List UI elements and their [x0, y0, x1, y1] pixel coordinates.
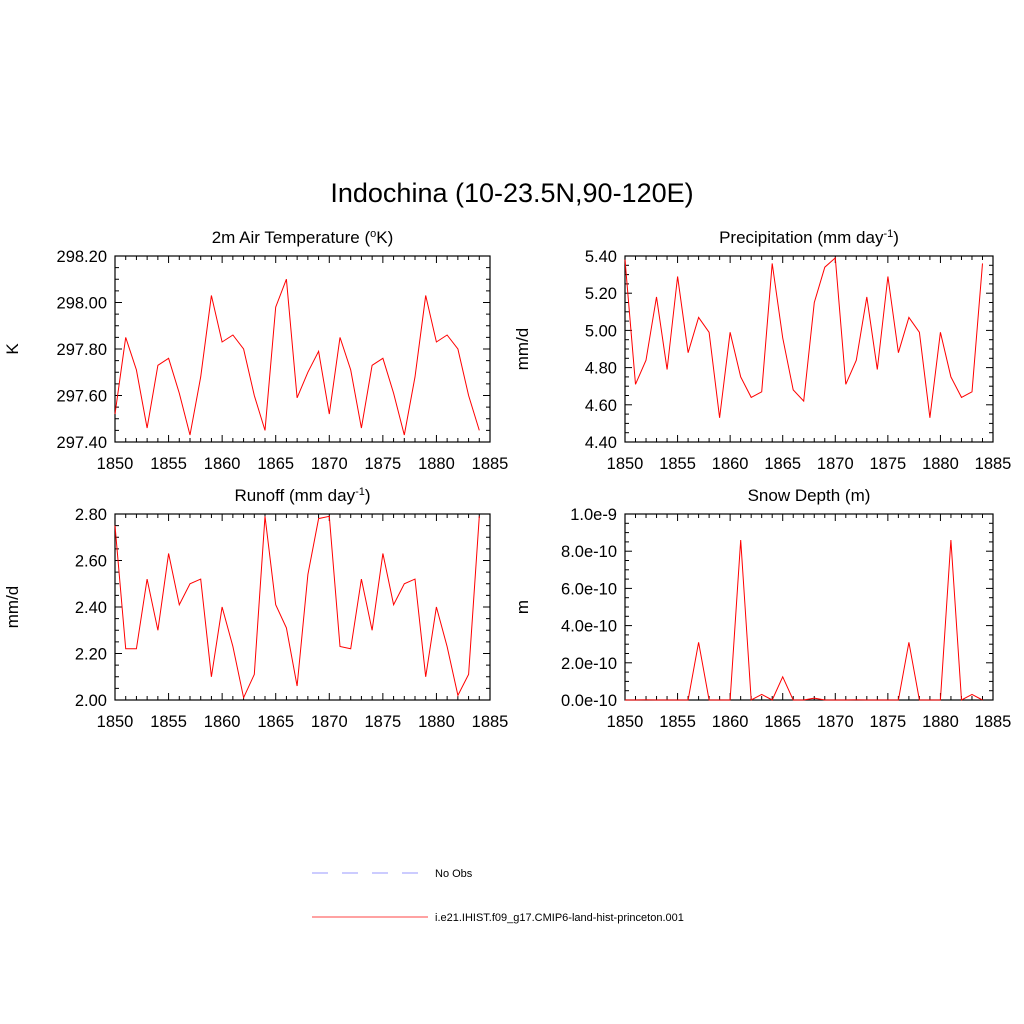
y-tick-label: 8.0e-10 [561, 543, 617, 561]
y-tick-label: 297.40 [57, 434, 107, 452]
x-tick-label: 1885 [472, 455, 509, 473]
panel-title: Snow Depth (m) [748, 486, 871, 505]
x-tick-label: 1865 [764, 713, 801, 731]
x-tick-label: 1850 [97, 713, 134, 731]
panel-title-text: 2m Air Temperature ( [212, 228, 371, 247]
y-tick-label: 1.0e-9 [570, 506, 617, 524]
plot-frame [114, 513, 491, 701]
y-tick-label: 2.00 [75, 692, 107, 710]
y-tick-label: 2.20 [75, 646, 107, 664]
panel-title: Precipitation (mm day-1) [719, 228, 899, 247]
x-tick-label: 1855 [150, 713, 187, 731]
figure-title: Indochina (10-23.5N,90-120E) [330, 178, 693, 208]
series-line [114, 279, 480, 436]
x-tick-label: 1875 [364, 713, 401, 731]
y-tick-label: 5.40 [585, 248, 617, 266]
x-tick-label: 1885 [975, 455, 1012, 473]
y-tick-label: 297.60 [57, 388, 107, 406]
x-tick-label: 1850 [97, 455, 134, 473]
y-tick-label: 4.80 [585, 360, 617, 378]
panel-air-temperature: 2m Air Temperature (oK) K 1850 1855 1860 18… [3, 228, 508, 473]
panel-title-text: Snow Depth (m) [748, 486, 871, 505]
panel-title-superscript: o [370, 228, 376, 240]
x-tick-label: 1850 [607, 713, 644, 731]
y-tick-label: 6.0e-10 [561, 580, 617, 598]
y-tick-label: 2.60 [75, 553, 107, 571]
x-tick-label: 1850 [607, 455, 644, 473]
series-line [625, 539, 983, 701]
y-tick-label: 5.20 [585, 285, 617, 303]
y-tick-label: 2.80 [75, 506, 107, 524]
y-tick-label: 298.00 [57, 295, 107, 313]
y-axis-title: m [513, 600, 532, 614]
x-tick-label: 1875 [869, 713, 906, 731]
x-tick-label: 1865 [257, 713, 294, 731]
y-tick-label: 2.0e-10 [561, 655, 617, 673]
panel-title: 2m Air Temperature (oK) [212, 228, 394, 247]
y-tick-label: 298.20 [57, 248, 107, 266]
panel-title-text-end: ) [893, 228, 899, 247]
legend: No Obs i.e21.IHIST.f09_g17.CMIP6-land-hi… [312, 868, 684, 924]
y-tick-label: 4.60 [585, 397, 617, 415]
x-tick-label: 1870 [311, 455, 348, 473]
y-tick-label: 0.0e-10 [561, 692, 617, 710]
series-line [624, 256, 983, 418]
x-tick-label: 1885 [472, 713, 509, 731]
y-tick-label: 4.0e-10 [561, 618, 617, 636]
x-tick-label: 1870 [817, 713, 854, 731]
x-tick-label: 1860 [204, 713, 241, 731]
x-tick-label: 1860 [712, 455, 749, 473]
panel-title-text: Runoff (mm day [234, 486, 355, 505]
x-tick-label: 1860 [712, 713, 749, 731]
panel-precipitation: Precipitation (mm day-1) mm/d 1850 1855 18… [513, 228, 1011, 473]
x-tick-label: 1880 [418, 455, 455, 473]
x-tick-label: 1880 [922, 713, 959, 731]
x-tick-label: 1875 [364, 455, 401, 473]
panel-snow-depth: Snow Depth (m) m 1850 1855 1860 1865 1870 187… [513, 486, 1011, 731]
x-tick-label: 1880 [922, 455, 959, 473]
panel-title: Runoff (mm day-1) [234, 486, 370, 505]
y-axis-title: mm/d [513, 328, 532, 371]
x-tick-label: 1860 [204, 455, 241, 473]
panel-runoff: Runoff (mm day-1) mm/d 1850 1855 1860 1865 1… [3, 486, 508, 731]
panel-title-text-end: ) [365, 486, 371, 505]
series-line [114, 515, 480, 700]
x-tick-label: 1875 [869, 455, 906, 473]
panel-title-superscript: -1 [883, 228, 893, 240]
x-tick-label: 1885 [975, 713, 1012, 731]
legend-label-model-run: i.e21.IHIST.f09_g17.CMIP6-land-hist-prin… [435, 912, 684, 924]
plot-frame [114, 255, 491, 443]
panel-title-text-end: K) [376, 228, 393, 247]
plot-frame [624, 513, 994, 701]
legend-label-no-obs: No Obs [435, 868, 473, 880]
x-tick-label: 1855 [150, 455, 187, 473]
x-tick-label: 1865 [257, 455, 294, 473]
y-tick-label: 297.80 [57, 341, 107, 359]
panel-title-superscript: -1 [355, 486, 365, 498]
x-tick-label: 1865 [764, 455, 801, 473]
panel-title-text: Precipitation (mm day [719, 228, 884, 247]
x-tick-label: 1855 [659, 713, 696, 731]
y-tick-label: 4.40 [585, 434, 617, 452]
y-axis-title: mm/d [3, 586, 22, 629]
y-tick-label: 2.40 [75, 599, 107, 617]
x-tick-label: 1870 [311, 713, 348, 731]
x-tick-label: 1855 [659, 455, 696, 473]
y-axis-title: K [3, 343, 22, 355]
x-tick-label: 1870 [817, 455, 854, 473]
y-tick-label: 5.00 [585, 322, 617, 340]
x-tick-label: 1880 [418, 713, 455, 731]
